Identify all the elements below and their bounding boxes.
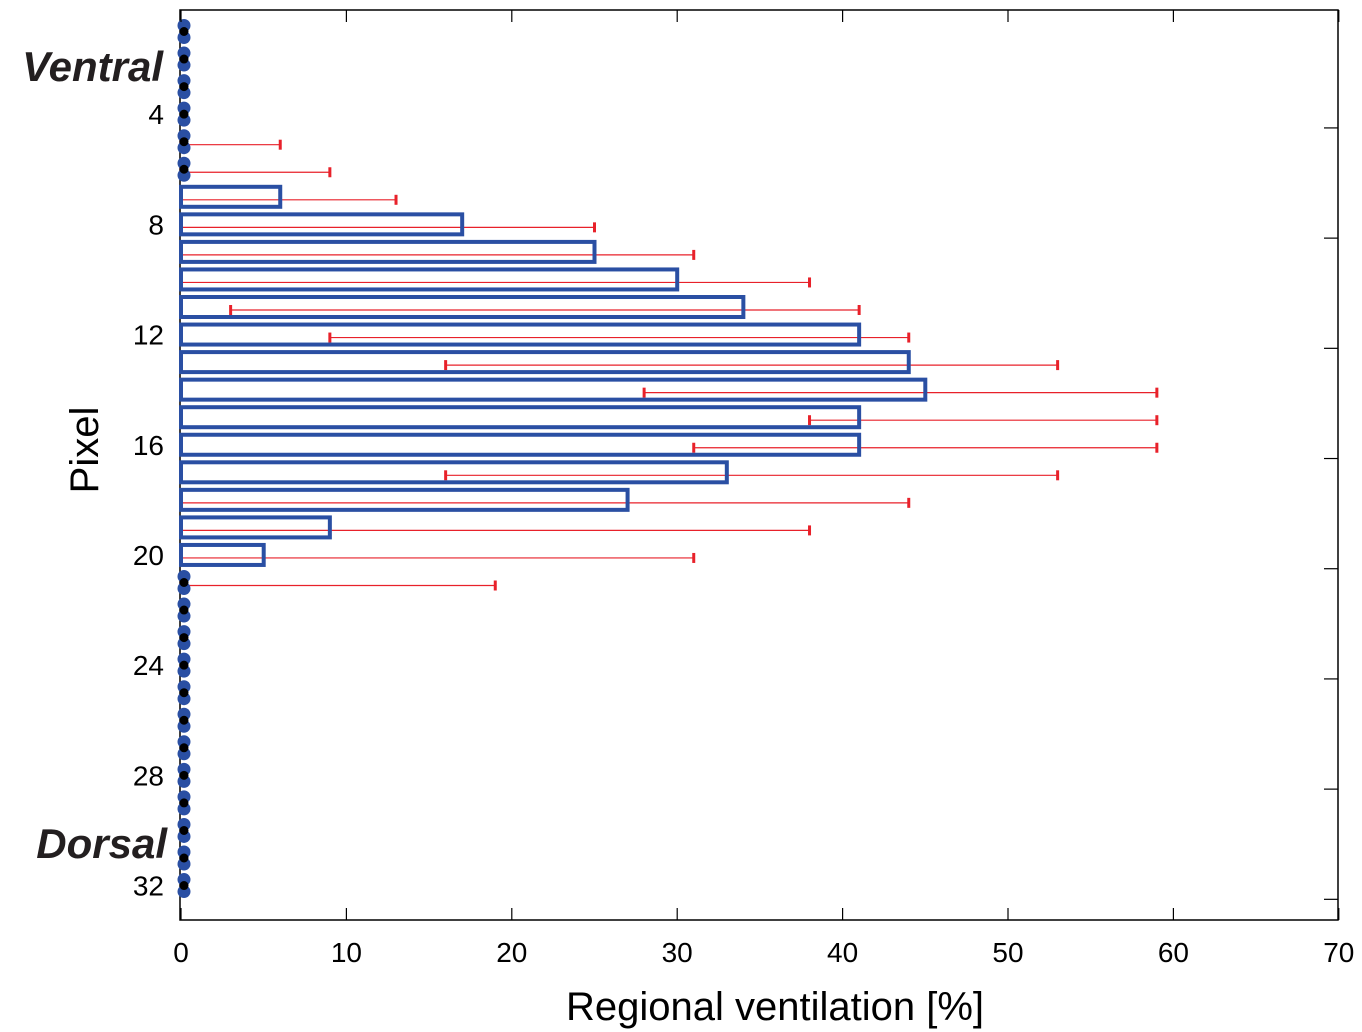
x-tick-label: 30 bbox=[662, 937, 693, 968]
bar bbox=[179, 460, 729, 485]
x-tick-label: 20 bbox=[496, 937, 527, 968]
x-tick-label: 60 bbox=[1158, 937, 1189, 968]
zero-marker-center bbox=[179, 881, 189, 891]
y-axis-title: Pixel bbox=[63, 407, 107, 494]
zero-marker-center bbox=[179, 743, 189, 753]
zero-marker-center bbox=[179, 660, 189, 670]
bar bbox=[179, 184, 283, 209]
x-tick-label: 40 bbox=[827, 937, 858, 968]
error-bars bbox=[179, 139, 1159, 591]
x-tick-label: 0 bbox=[173, 937, 189, 968]
bar bbox=[179, 350, 911, 375]
bar bbox=[179, 432, 862, 457]
bar bbox=[179, 377, 928, 402]
bar bbox=[179, 515, 332, 540]
y-tick-label: 24 bbox=[133, 650, 164, 681]
zero-marker-center bbox=[179, 164, 189, 174]
bar bbox=[179, 295, 746, 319]
zero-marker-center bbox=[179, 137, 189, 147]
bar bbox=[179, 212, 465, 237]
y-tick-label: 28 bbox=[133, 760, 164, 791]
zero-marker-center bbox=[179, 688, 189, 698]
y-tick-label: 20 bbox=[133, 540, 164, 571]
bar bbox=[179, 322, 862, 347]
bars bbox=[177, 19, 928, 899]
bar bbox=[179, 239, 597, 264]
y-tick-label: 16 bbox=[133, 430, 164, 461]
dorsal-label: Dorsal bbox=[36, 820, 168, 867]
zero-marker-center bbox=[179, 605, 189, 615]
zero-marker-center bbox=[179, 825, 189, 835]
y-tick-label: 8 bbox=[148, 209, 164, 240]
bar bbox=[179, 267, 680, 292]
zero-marker-center bbox=[179, 82, 189, 92]
bar bbox=[179, 542, 266, 567]
ventral-label: Ventral bbox=[22, 43, 164, 90]
zero-marker-center bbox=[179, 853, 189, 863]
zero-marker-center bbox=[179, 578, 189, 587]
x-axis-title: Regional ventilation [%] bbox=[566, 985, 984, 1029]
bar bbox=[179, 405, 862, 430]
y-tick-label: 32 bbox=[133, 871, 164, 902]
x-tick-label: 50 bbox=[992, 937, 1023, 968]
y-tick-label: 12 bbox=[133, 320, 164, 351]
zero-marker-center bbox=[179, 770, 189, 780]
bar bbox=[179, 487, 630, 512]
plot-frame bbox=[179, 9, 1339, 921]
y-tick-label: 4 bbox=[148, 99, 164, 130]
zero-marker-center bbox=[179, 109, 189, 119]
zero-marker-center bbox=[179, 715, 189, 725]
zero-marker-center bbox=[179, 54, 189, 64]
y-axis-ticks: 4 8 12 16 20 24 28 32 bbox=[133, 99, 1338, 902]
zero-marker-center bbox=[179, 798, 189, 808]
x-tick-label: 70 bbox=[1323, 937, 1354, 968]
zero-marker-center bbox=[179, 27, 189, 36]
zero-marker-center bbox=[179, 633, 189, 643]
x-axis-ticks: 0 10 20 30 40 50 60 70 bbox=[173, 10, 1354, 968]
x-tick-label: 10 bbox=[331, 937, 362, 968]
